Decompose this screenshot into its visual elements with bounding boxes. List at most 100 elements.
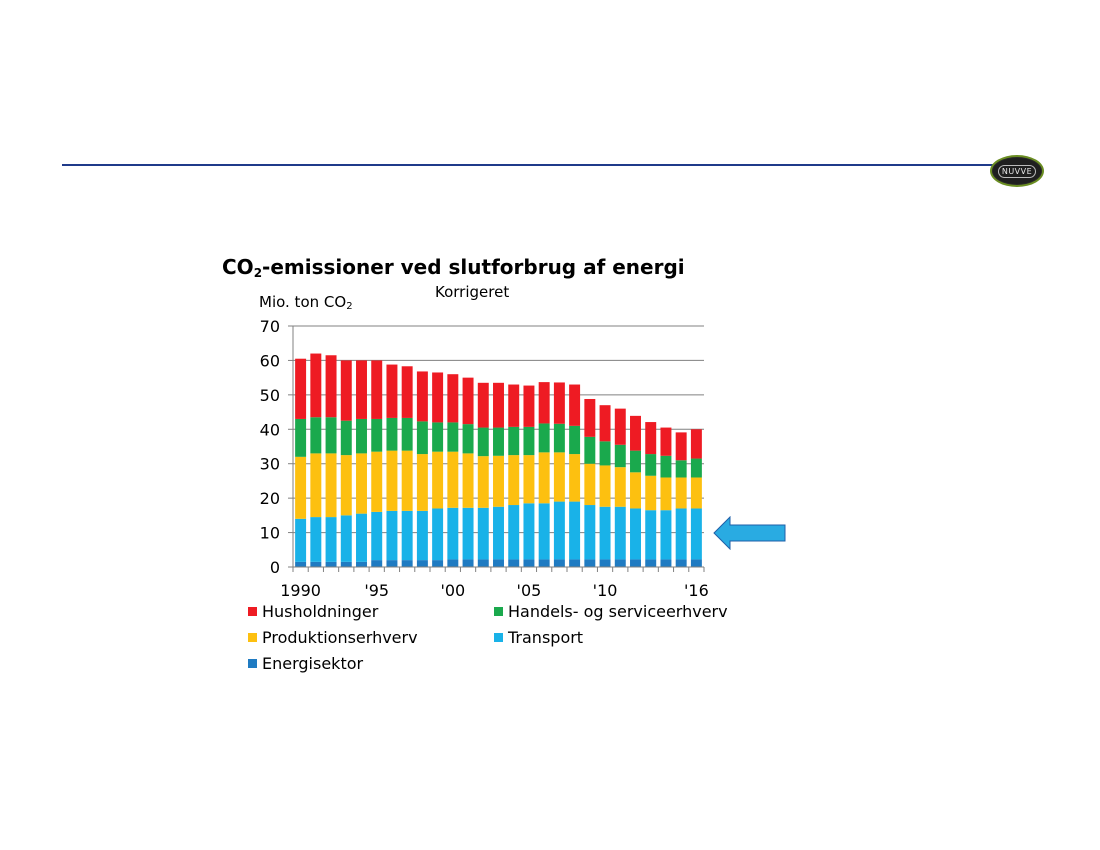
- chart-title: CO2-emissioner ved slutforbrug af energi: [222, 255, 685, 280]
- bar-segment: [523, 385, 535, 427]
- y-axis-label: Mio. ton CO2: [259, 293, 353, 312]
- legend-item: Handels- og serviceerhverv: [494, 602, 728, 621]
- header-rule: [62, 164, 994, 166]
- bar-segment: [630, 508, 641, 560]
- bar-segment: [675, 508, 687, 560]
- bar-segment: [614, 559, 626, 567]
- bar-segment: [462, 559, 474, 567]
- bar-segment: [660, 455, 672, 478]
- bar-segment: [493, 455, 504, 507]
- x-tick-label: '16: [684, 581, 709, 600]
- bar-segment: [356, 360, 367, 419]
- bar-segment: [660, 559, 672, 567]
- bar-segment: [432, 372, 444, 423]
- bar-segment: [356, 418, 367, 454]
- bar-segment: [310, 417, 322, 454]
- bar-segment: [569, 425, 581, 455]
- bar-segment: [432, 422, 444, 452]
- bar-segment: [645, 454, 657, 476]
- bar-segment: [295, 518, 307, 562]
- bar-segment: [553, 452, 565, 502]
- bar-segment: [462, 507, 474, 560]
- bar-segment: [416, 510, 428, 561]
- bar-segment: [599, 506, 611, 560]
- bar-segment: [477, 382, 489, 428]
- bar-segment: [386, 364, 398, 418]
- bar-segment: [477, 427, 489, 457]
- bar-segment: [675, 559, 687, 567]
- bar-segment: [386, 510, 398, 561]
- bar-segment: [340, 455, 352, 516]
- bar-segment: [325, 517, 337, 562]
- bar-segment: [447, 451, 459, 508]
- chart-title-rest: -emissioner ved slutforbrug af energi: [262, 255, 685, 279]
- legend-item: Energisektor: [248, 654, 363, 673]
- bar-segment: [599, 405, 611, 442]
- bar-segment: [295, 456, 307, 519]
- bar-segment: [508, 505, 520, 560]
- pointer-arrow-icon: [713, 516, 786, 550]
- bar-segment: [690, 477, 702, 509]
- bar-segment: [523, 503, 535, 560]
- bar-segment: [401, 450, 413, 511]
- bar-segment: [508, 455, 520, 506]
- chart-subtitle: Korrigeret: [435, 283, 510, 301]
- bar-segment: [508, 384, 520, 427]
- legend-swatch: [494, 633, 503, 642]
- brand-logo: NUVVE: [990, 155, 1044, 187]
- x-tick-label: '95: [364, 581, 389, 600]
- bar-segment: [340, 515, 352, 562]
- bar-segment: [371, 360, 383, 419]
- bar-segment: [614, 506, 626, 560]
- bar-segment: [340, 360, 352, 421]
- bar-segment: [599, 559, 611, 567]
- bar-segment: [493, 506, 504, 560]
- y-tick-label: 60: [260, 351, 280, 370]
- bar-segment: [325, 417, 337, 454]
- y-tick-label: 10: [260, 524, 280, 543]
- y-axis-label-main: Mio. ton CO: [259, 293, 347, 311]
- bar-segment: [477, 559, 489, 567]
- bar-segment: [660, 510, 672, 560]
- legend-swatch: [494, 607, 503, 616]
- bar-segment: [477, 507, 489, 560]
- bar-segment: [584, 559, 596, 567]
- bar-segment: [340, 561, 352, 567]
- bar-segment: [614, 467, 626, 507]
- bar-segment: [462, 453, 474, 508]
- bar-segment: [523, 559, 535, 567]
- bar-segment: [356, 513, 367, 562]
- bar-segment: [630, 559, 641, 567]
- bar-segment: [645, 510, 657, 560]
- bar-segment: [325, 355, 337, 418]
- bar-segment: [462, 424, 474, 454]
- bar-segment: [569, 454, 581, 502]
- bar-segment: [569, 559, 581, 567]
- bar-segment: [645, 559, 657, 567]
- bar-segment: [553, 423, 565, 453]
- bar-segment: [477, 456, 489, 508]
- bar-segment: [614, 444, 626, 468]
- legend-swatch: [248, 659, 257, 668]
- bar-segment: [447, 559, 459, 567]
- bar-segment: [690, 429, 702, 459]
- bar-segment: [310, 561, 322, 567]
- bar-segment: [295, 358, 307, 419]
- bar-segment: [386, 560, 398, 567]
- bar-segment: [690, 508, 702, 560]
- bar-segment: [493, 382, 504, 428]
- bar-segment: [645, 475, 657, 511]
- bar-segment: [356, 561, 367, 567]
- bar-segment: [508, 559, 520, 567]
- bar-segment: [493, 559, 504, 567]
- bar-segment: [675, 432, 687, 461]
- bar-segment: [462, 377, 474, 425]
- bar-segment: [295, 418, 307, 457]
- bar-segment: [325, 453, 337, 518]
- chart-title-subscript: 2: [253, 266, 263, 280]
- bar-segment: [371, 418, 383, 452]
- bar-segment: [401, 366, 413, 418]
- bar-segment: [538, 452, 550, 504]
- bar-segment: [416, 454, 428, 511]
